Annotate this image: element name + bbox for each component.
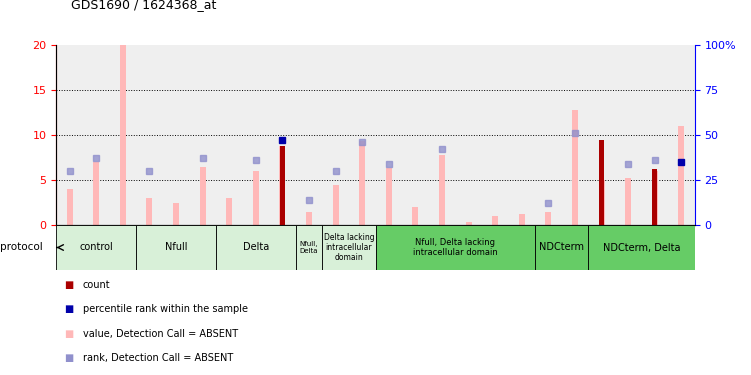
Bar — [653, 169, 657, 225]
Bar — [306, 211, 312, 225]
Bar — [641, 45, 668, 225]
Bar — [56, 45, 83, 225]
Bar — [455, 45, 482, 225]
Text: GDS1690 / 1624368_at: GDS1690 / 1624368_at — [71, 0, 217, 11]
Bar — [163, 45, 189, 225]
Bar — [136, 225, 216, 270]
Text: rank, Detection Call = ABSENT: rank, Detection Call = ABSENT — [83, 353, 233, 363]
Bar — [562, 45, 588, 225]
Bar — [296, 45, 322, 225]
Bar — [279, 146, 285, 225]
Bar — [226, 198, 232, 225]
Bar — [376, 225, 535, 270]
Text: Nfull: Nfull — [164, 243, 187, 252]
Bar — [386, 168, 392, 225]
Bar — [349, 45, 376, 225]
Bar — [535, 45, 562, 225]
Bar — [466, 222, 472, 225]
Text: NDCterm, Delta: NDCterm, Delta — [603, 243, 680, 252]
Bar — [412, 207, 418, 225]
Bar — [83, 45, 110, 225]
Bar — [67, 189, 73, 225]
Bar — [243, 45, 269, 225]
Bar — [652, 171, 658, 225]
Bar — [146, 198, 152, 225]
Bar — [508, 45, 535, 225]
Bar — [599, 180, 605, 225]
Text: ■: ■ — [64, 329, 73, 339]
Bar — [376, 45, 402, 225]
Bar — [56, 225, 136, 270]
Text: ■: ■ — [64, 304, 73, 314]
Bar — [136, 45, 163, 225]
Bar — [588, 45, 615, 225]
Bar — [93, 162, 99, 225]
Bar — [110, 45, 136, 225]
Text: ■: ■ — [64, 280, 73, 290]
Text: value, Detection Call = ABSENT: value, Detection Call = ABSENT — [83, 329, 238, 339]
Text: percentile rank within the sample: percentile rank within the sample — [83, 304, 248, 314]
Bar — [588, 225, 695, 270]
Text: Delta: Delta — [243, 243, 269, 252]
Bar — [599, 140, 604, 225]
Bar — [322, 45, 349, 225]
Bar — [482, 45, 508, 225]
Text: NDCterm: NDCterm — [539, 243, 584, 252]
Bar — [120, 45, 125, 225]
Bar — [626, 178, 631, 225]
Bar — [678, 126, 684, 225]
Bar — [615, 45, 641, 225]
Bar — [535, 225, 588, 270]
Text: control: control — [80, 243, 113, 252]
Bar — [439, 155, 445, 225]
Text: protocol: protocol — [0, 243, 43, 252]
Bar — [333, 184, 339, 225]
Bar — [280, 146, 285, 225]
Bar — [519, 214, 525, 225]
Bar — [216, 225, 296, 270]
Bar — [269, 45, 296, 225]
Bar — [359, 141, 365, 225]
Text: Delta lacking
intracellular
domain: Delta lacking intracellular domain — [324, 232, 374, 262]
Text: Nfull, Delta lacking
intracellular domain: Nfull, Delta lacking intracellular domai… — [413, 238, 498, 257]
Bar — [402, 45, 429, 225]
Text: count: count — [83, 280, 110, 290]
Text: ■: ■ — [64, 353, 73, 363]
Bar — [216, 45, 243, 225]
Bar — [189, 45, 216, 225]
Bar — [572, 110, 578, 225]
Bar — [173, 202, 179, 225]
Bar — [200, 166, 206, 225]
Bar — [322, 225, 376, 270]
Bar — [668, 45, 695, 225]
Bar — [492, 216, 498, 225]
Bar — [545, 211, 551, 225]
Bar — [296, 225, 322, 270]
Text: Nfull,
Delta: Nfull, Delta — [300, 241, 318, 254]
Bar — [253, 171, 259, 225]
Bar — [429, 45, 455, 225]
